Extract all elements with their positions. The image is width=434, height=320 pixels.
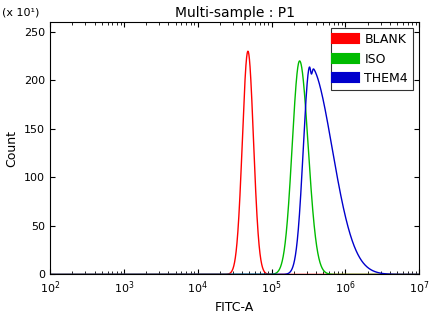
Line: BLANK: BLANK xyxy=(50,51,418,275)
THEM4 xyxy=(47,273,53,276)
X-axis label: FITC-A: FITC-A xyxy=(214,301,254,315)
ISO xyxy=(181,273,186,276)
Text: (x 10¹): (x 10¹) xyxy=(2,7,39,17)
Legend: BLANK, ISO, THEM4: BLANK, ISO, THEM4 xyxy=(330,28,412,90)
ISO xyxy=(265,272,270,276)
THEM4 xyxy=(340,206,345,210)
BLANK xyxy=(281,273,286,276)
Y-axis label: Count: Count xyxy=(6,130,19,167)
BLANK xyxy=(181,273,186,276)
ISO xyxy=(281,245,286,249)
BLANK xyxy=(320,273,326,276)
BLANK xyxy=(416,273,421,276)
THEM4 xyxy=(66,273,71,276)
ISO xyxy=(416,273,421,276)
THEM4 xyxy=(320,101,326,105)
ISO xyxy=(340,273,345,276)
BLANK xyxy=(245,49,250,53)
THEM4 xyxy=(265,273,270,276)
ISO xyxy=(47,273,53,276)
THEM4 xyxy=(281,272,286,276)
BLANK xyxy=(47,273,53,276)
Title: Multi-sample : P1: Multi-sample : P1 xyxy=(174,5,294,20)
ISO xyxy=(320,269,326,273)
Line: ISO: ISO xyxy=(50,61,418,275)
THEM4 xyxy=(416,273,421,276)
THEM4 xyxy=(306,65,312,69)
ISO xyxy=(296,59,302,63)
BLANK xyxy=(66,273,71,276)
ISO xyxy=(66,273,71,276)
BLANK xyxy=(265,272,270,276)
THEM4 xyxy=(181,273,186,276)
Line: THEM4: THEM4 xyxy=(50,67,418,275)
BLANK xyxy=(340,273,345,276)
